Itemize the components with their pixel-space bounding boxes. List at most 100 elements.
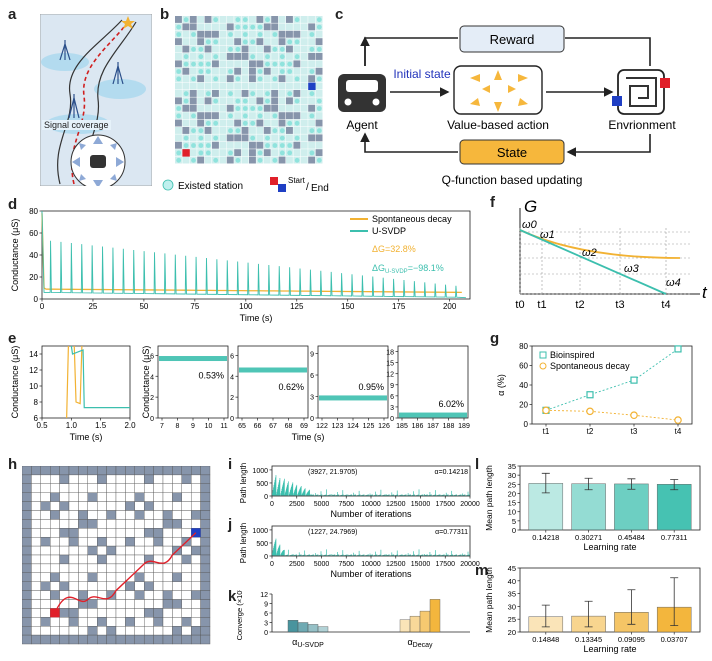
grid-cell [175,134,182,142]
maze-cell [106,581,117,591]
maze-cell [162,634,173,645]
maze-cell [115,545,126,556]
maze-cell [22,634,32,645]
station-dot [257,106,263,111]
y-tick-label: 0 [230,416,234,423]
grid-cell [271,119,279,127]
maze-cell [22,625,32,636]
station-dot [272,76,278,82]
maze-cell [68,510,79,520]
grid-cell [175,119,182,127]
maze-cell [134,536,145,547]
station-dot [272,46,278,52]
grid-cell [300,16,308,23]
x-tick-label: 8 [176,423,180,430]
grid-cell [219,127,227,134]
station-dot [287,69,293,74]
station-dot [198,150,204,156]
maze-grid [22,466,211,645]
grid-cell [271,149,279,157]
grid-cell [308,134,316,142]
station-dot [272,143,278,148]
grid-cell [226,82,234,90]
maze-cell [125,545,136,556]
maze-cell [106,510,117,520]
station-dot [235,106,241,111]
maze-cell [172,510,182,520]
station-dot [242,120,248,126]
grid-cell [234,119,242,127]
maze-cell [96,528,107,538]
maze-cell [200,501,211,511]
station-dot [213,76,219,82]
grid-cell [212,30,219,38]
maze-cell [200,572,211,582]
grid-cell [315,67,323,75]
maze-cell [22,554,32,565]
maze-cell [172,501,182,511]
grid-cell [300,45,308,53]
y-tick-label: 5 [512,517,516,526]
maze-cell [87,599,98,609]
x-axis-label: Number of iterations [330,509,412,519]
station-dot [272,113,278,119]
maze-cell [200,545,211,556]
grid-cell [241,141,249,149]
maze-cell [106,545,117,556]
maze-cell [31,483,41,493]
y-tick-label: 500 [256,481,268,488]
grid-cell [234,38,242,46]
x-tick-label: 17500 [436,561,456,568]
station-dot [309,128,315,134]
station-dot [183,17,189,23]
station-dot [191,157,196,163]
y-tick-label: 9 [310,352,314,359]
grid-cell [278,90,286,97]
maze-cell [162,474,173,484]
y-tick-label: 18 [386,350,394,357]
maze-cell [200,590,211,600]
converge-bar [307,624,319,633]
station-dot [272,32,278,37]
grid-cell [256,90,264,97]
grid-cell [234,67,242,75]
maze-cell [40,536,51,547]
maze-cell [190,554,201,565]
x-axis-label: Learning rate [583,644,636,654]
y-axis-label: Mean path length [484,465,494,531]
grid-cell [212,90,219,97]
maze-cell [143,581,154,591]
y-tick-label: 4 [150,374,154,381]
maze-cell [78,492,89,502]
maze-cell [78,590,89,600]
station-dot [183,91,189,97]
grid-cell [234,30,242,38]
maze-cell [134,617,145,627]
grid-cell [315,82,323,90]
x-tick-label: 12500 [386,501,406,508]
grid-cell [271,134,279,142]
grid-cell [219,67,227,75]
series-decay [66,345,83,419]
grid-cell [293,60,301,68]
grid-cell [263,127,271,134]
maze-cell [125,510,136,520]
chart-m: 0.14848 0.13345 0.09095 0.03707 20 25 30 35 40 45… [484,564,701,654]
maze-cell [190,581,201,591]
grid-cell [189,119,197,127]
maze-cell [50,519,60,529]
maze-cell [115,510,126,520]
station-dot [235,128,241,134]
station-dot [257,113,263,119]
maze-cell [40,617,51,627]
x-tick-label: 10000 [361,561,381,568]
maze-cell [115,474,126,484]
grid-cell [226,75,234,83]
grid-cell [315,90,323,97]
t-label: t0 [515,299,524,311]
legend-label-decay: Spontaneous decay [372,214,452,224]
grid-cell [241,90,249,97]
x-tick-label: 186 [412,423,424,430]
maze-cell [125,466,136,476]
y-tick-label: 10 [29,382,38,391]
